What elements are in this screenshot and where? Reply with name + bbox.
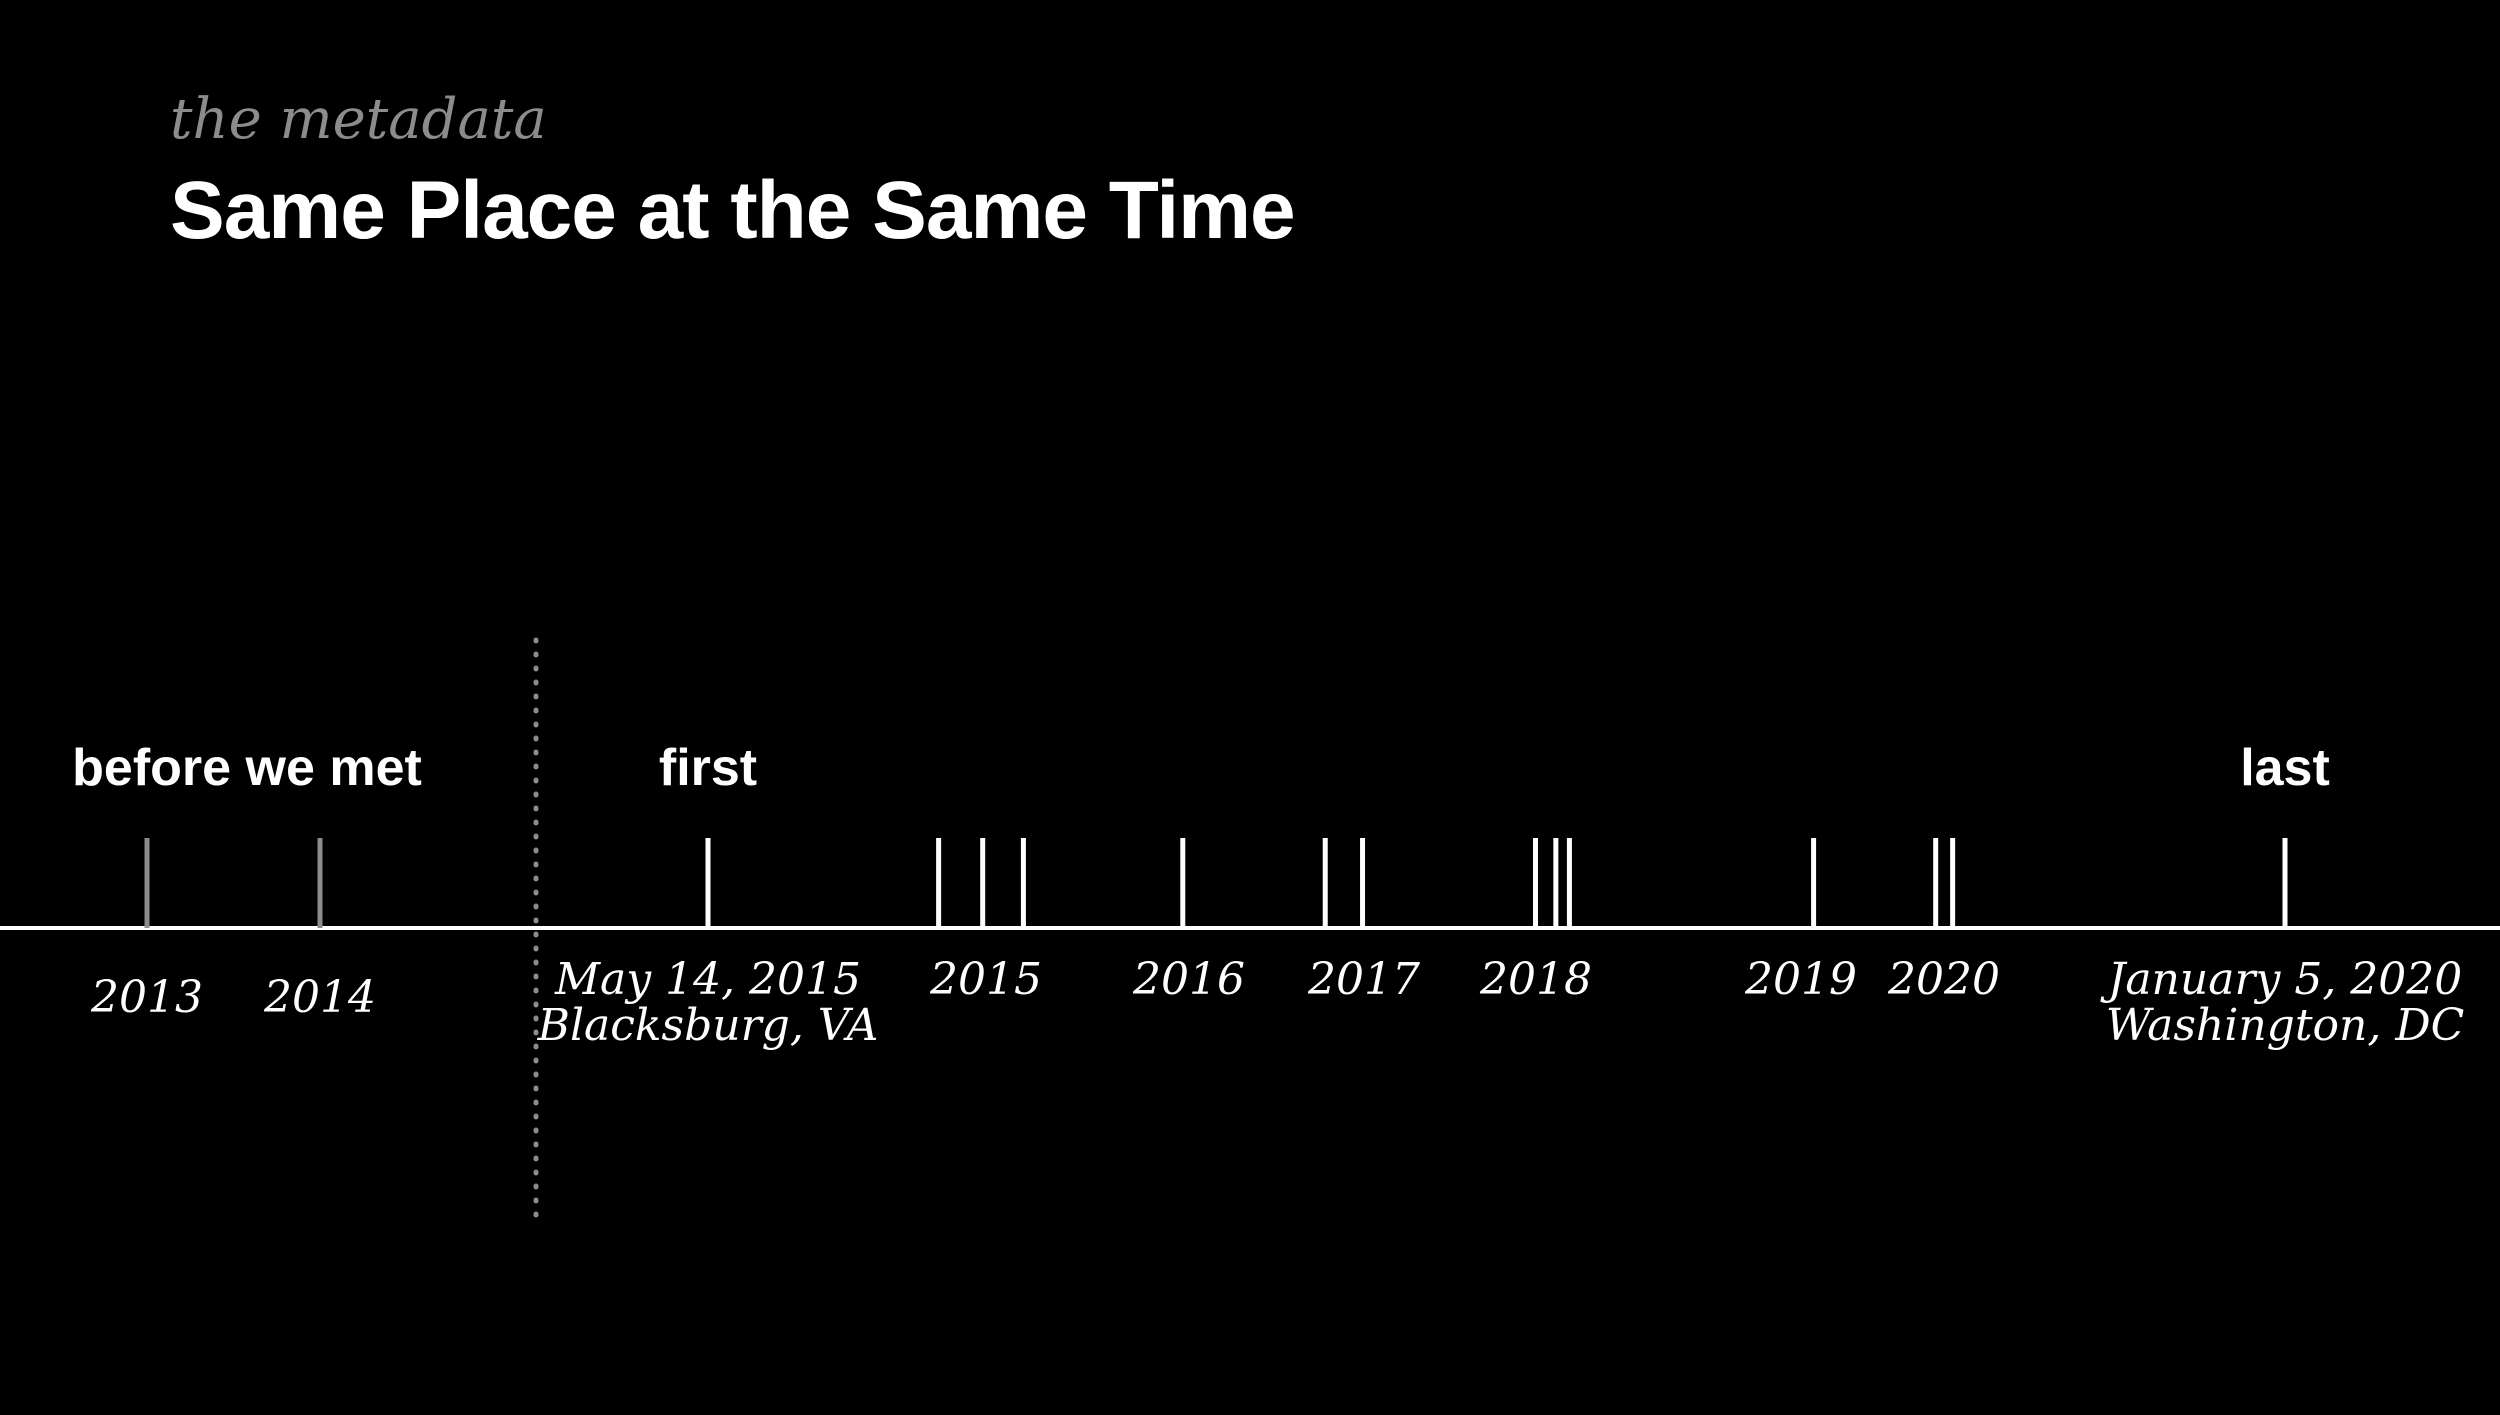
section-label-last: last [2240, 739, 2330, 797]
kicker-text: the metadata [170, 87, 547, 152]
header: the metadata Same Place at the Same Time [170, 87, 1296, 256]
year-label-2016: 2016 [1132, 954, 1245, 1005]
page-title: Same Place at the Same Time [170, 165, 1296, 256]
last-date-label: January 5, 2020 [2100, 954, 2463, 1005]
section-label-before: before we met [72, 739, 422, 797]
first-place-label: Blacksburg, VA [537, 1000, 879, 1051]
last-place-label: Washington, DC [2106, 1000, 2465, 1051]
year-label-2017: 2017 [1307, 954, 1420, 1005]
year-label-2020: 2020 [1887, 954, 2000, 1005]
section-label-first: first [659, 739, 757, 797]
year-label-2015: 2015 [929, 954, 1042, 1005]
timeline-marks [144, 838, 2288, 928]
first-date-label: May 14, 2015 [554, 954, 861, 1005]
year-label-2013: 2013 [90, 972, 203, 1023]
year-label-2019: 2019 [1744, 954, 1857, 1005]
year-label-2018: 2018 [1479, 954, 1592, 1005]
year-label-2014: 2014 [263, 972, 376, 1023]
